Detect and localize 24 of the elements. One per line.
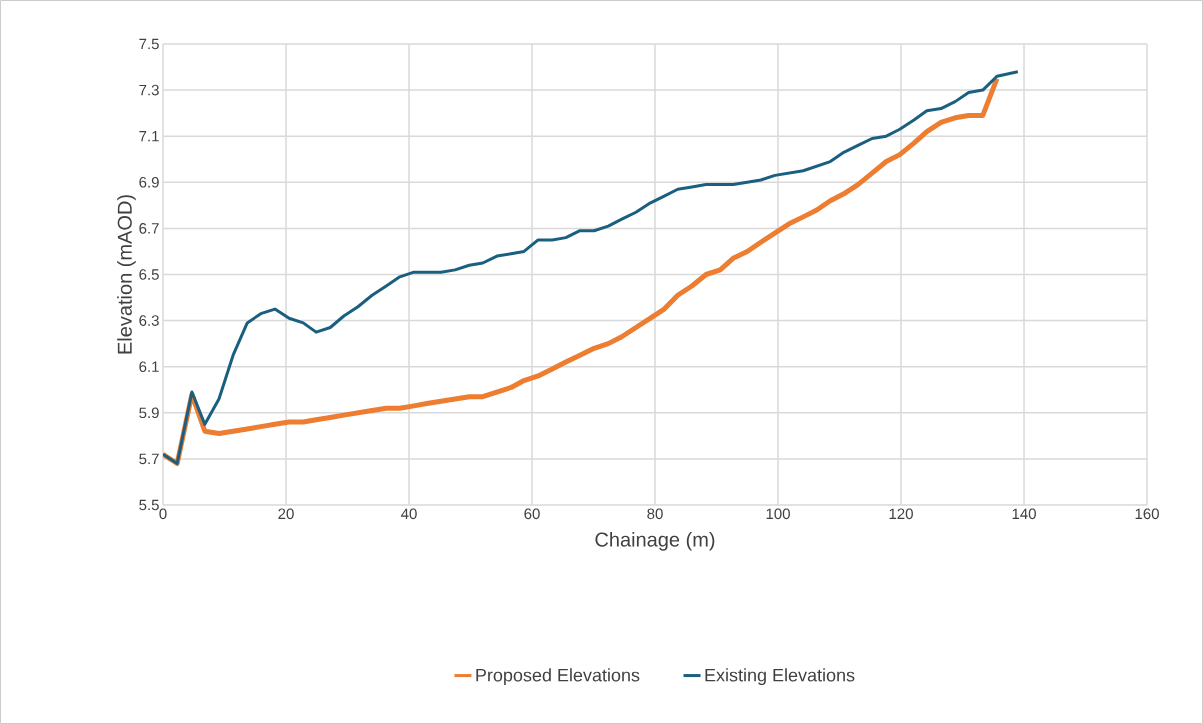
x-tick-label: 140 [1012, 508, 1036, 520]
y-tick-label: 5.5 [139, 499, 159, 511]
x-tick-label: 0 [159, 508, 167, 520]
x-tick-label: 20 [278, 508, 294, 520]
x-tick-label: 60 [524, 508, 540, 520]
y-tick-label: 5.9 [139, 407, 159, 419]
y-tick-label: 6.5 [139, 269, 159, 280]
y-tick-label: 6.7 [139, 223, 159, 234]
x-tick-label: 40 [401, 508, 417, 520]
legend-label: Existing Elevations [705, 668, 855, 686]
x-tick-label: 80 [647, 508, 663, 520]
legend-label: Proposed Elevations [476, 668, 640, 686]
x-axis-title: Chainage (m) [595, 531, 715, 551]
x-tick-label: 100 [766, 508, 790, 520]
x-tick-label: 120 [889, 508, 913, 520]
y-tick-label: 5.7 [139, 453, 159, 465]
y-tick-label: 7.5 [139, 38, 159, 50]
y-tick-label: 7.3 [139, 84, 159, 96]
y-tick-label: 6.3 [139, 315, 159, 326]
y-tick-label: 7.1 [139, 131, 159, 142]
y-tick-label: 6.1 [139, 361, 159, 372]
x-tick-label: 160 [1135, 508, 1159, 520]
y-tick-label: 6.9 [139, 176, 159, 188]
y-axis-title: Elevation (mAOD) [117, 195, 136, 354]
